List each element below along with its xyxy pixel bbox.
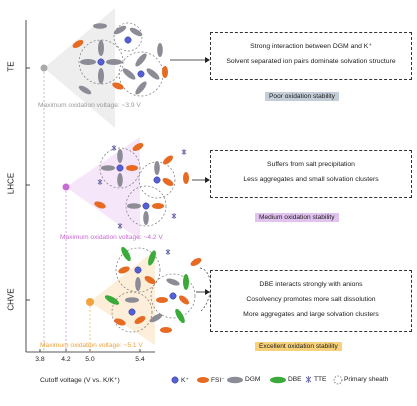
- legend-label-fsi: FSI⁻: [211, 377, 225, 384]
- x-tick-label: 4.2: [61, 356, 71, 363]
- te-beam: [44, 8, 115, 128]
- tte-legend-icon: [305, 376, 312, 383]
- te-arrow-head: [205, 57, 210, 63]
- lhce-marker: [62, 183, 70, 191]
- k-ion: [97, 36, 145, 78]
- primary-sheath: [150, 273, 196, 319]
- lhce-arrow-head: [205, 177, 210, 183]
- te-line-1: Strong interaction between DGM and K⁺: [250, 43, 372, 50]
- chve-line-3: More aggregates and large solvation clus…: [243, 311, 379, 318]
- dgm-molecule: [101, 149, 160, 225]
- legend-label-k: K⁺: [181, 377, 189, 384]
- chve-marker: [86, 298, 94, 306]
- primary-sheath: [113, 22, 143, 52]
- fsi-anion: [94, 143, 189, 209]
- chve-stability-tag: Excellent oxidation stability: [255, 342, 342, 351]
- dgm-molecule: [125, 277, 180, 323]
- fsi-legend-icon: [197, 377, 209, 383]
- primary-sheath: [115, 247, 161, 293]
- lhce-stability-tag: Medium oxidation stability: [255, 213, 339, 222]
- te-line-2: Solvent separated ion pairs dominate sol…: [226, 58, 396, 65]
- legend-label-dgm: DGM: [245, 376, 261, 383]
- primary-sheath-legend-icon: [333, 375, 343, 385]
- row-label-lhce: LHCE: [6, 172, 16, 195]
- chve-line-2: Cosolvency promotes more salt dissolutio…: [246, 296, 376, 303]
- dbe-legend-icon: [270, 376, 286, 384]
- primary-sheath: [78, 39, 124, 85]
- te-marker: [40, 64, 48, 72]
- row-label-te: TE: [6, 61, 16, 72]
- primary-sheath: [125, 185, 167, 227]
- te-stability-tag: Poor oxidation stability: [265, 92, 339, 101]
- dgm-legend-icon: [227, 376, 243, 384]
- x-tick-label: 3.8: [35, 356, 45, 363]
- fsi-anion: [114, 258, 202, 333]
- x-tick-label: 5.0: [85, 356, 95, 363]
- tte-molecule: [97, 145, 187, 229]
- lhce-max-voltage: Maximum oxidation voltage: ~4.2 V: [60, 234, 163, 241]
- legend-label-tte: TTE: [314, 376, 327, 383]
- dgm-molecule: [78, 23, 163, 95]
- chve-description-box: DBE interacts strongly with anions Cosol…: [210, 270, 412, 332]
- x-tick-label: 5.4: [135, 356, 145, 363]
- chve-line-1: DBE interacts strongly with anions: [259, 281, 363, 288]
- lhce-description-box: Suffers from salt precipitation Less agg…: [210, 150, 412, 198]
- chve-beam: [90, 250, 155, 345]
- tte-molecule: [165, 249, 171, 255]
- lhce-line-2: Less aggregates and small solvation clus…: [243, 176, 379, 183]
- lhce-beam: [66, 137, 140, 240]
- chve-max-voltage: Maximum oxidation voltage: ~5.1 V: [40, 342, 143, 349]
- lhce-line-1: Suffers from salt precipitation: [267, 161, 355, 168]
- chve-arrow-head: [205, 289, 210, 295]
- k-ion: [116, 164, 161, 210]
- legend-label-dbe: DBE: [288, 376, 302, 383]
- k-ion-legend-icon: [171, 376, 179, 384]
- primary-sheath: [99, 147, 141, 189]
- x-axis-label: Cutoff voltage (V vs. K/K⁺): [40, 377, 120, 384]
- row-label-chve: CHVE: [6, 288, 16, 311]
- te-description-box: Strong interaction between DGM and K⁺ So…: [210, 32, 412, 80]
- k-ion: [128, 266, 177, 316]
- fsi-anion: [72, 40, 168, 90]
- te-max-voltage: Maximum oxidation voltage: ~3.9 V: [38, 102, 141, 109]
- legend-label-primary-sheath: Primary sheath: [344, 376, 389, 383]
- primary-sheath: [111, 291, 153, 333]
- dbe-molecule: [104, 246, 189, 324]
